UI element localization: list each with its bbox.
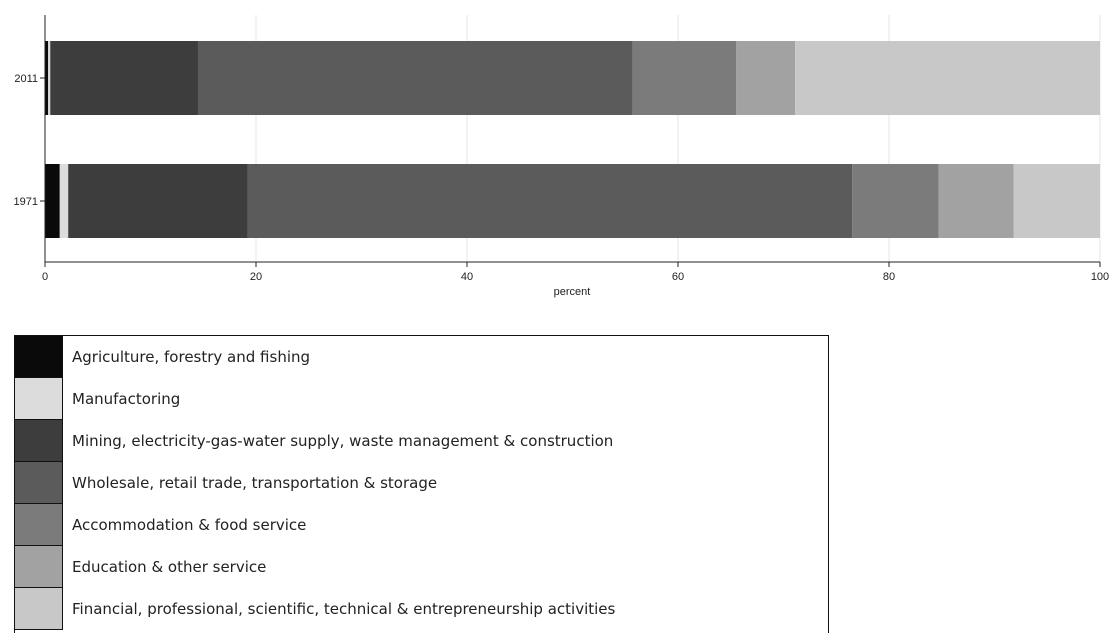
- legend-swatch: [15, 546, 63, 588]
- legend-swatch: [15, 336, 63, 378]
- bar-segment: [68, 164, 248, 238]
- legend-swatch: [15, 462, 63, 504]
- bar-segment: [795, 41, 1100, 115]
- legend-label: Financial, professional, scientific, tec…: [72, 600, 616, 618]
- y-tick-label: 2011: [14, 73, 38, 85]
- legend-label: Accommodation & food service: [72, 516, 307, 534]
- x-tick-label: 100: [1091, 271, 1109, 283]
- stacked-bar-chart: 2011 1971 0 20 40 60 80 100 percent: [14, 15, 1109, 298]
- legend-item: Wholesale, retail trade, transportation …: [15, 462, 828, 504]
- legend-item: Financial, professional, scientific, tec…: [15, 588, 828, 630]
- bar-segment: [938, 164, 1014, 238]
- x-tick-label: 60: [672, 271, 684, 283]
- bar-segment: [852, 164, 939, 238]
- legend-swatch: [15, 588, 63, 630]
- legend-item: Manufactoring: [15, 378, 828, 420]
- legend-label: Mining, electricity-gas-water supply, wa…: [72, 432, 614, 450]
- bar-segment: [45, 164, 60, 238]
- y-tick-label: 1971: [14, 196, 38, 208]
- x-tick-label: 20: [250, 271, 262, 283]
- legend-label: Agriculture, forestry and fishing: [72, 348, 311, 366]
- legend-item: Accommodation & food service: [15, 504, 828, 546]
- bar-segment: [48, 41, 51, 115]
- bars-layer: [45, 41, 1100, 238]
- legend-item: Mining, electricity-gas-water supply, wa…: [15, 420, 828, 462]
- legend-swatch: [15, 378, 63, 420]
- legend-label: Wholesale, retail trade, transportation …: [72, 474, 438, 492]
- legend-item: Agriculture, forestry and fishing: [15, 336, 828, 378]
- bar-segment: [45, 41, 49, 115]
- legend-swatch: [15, 420, 63, 462]
- legend-label: Manufactoring: [72, 390, 181, 408]
- bar-segment: [1013, 164, 1100, 238]
- bar-segment: [59, 164, 69, 238]
- legend-item: Education & other service: [15, 546, 828, 588]
- legend-label: Education & other service: [72, 558, 267, 576]
- bar-segment: [247, 164, 853, 238]
- x-axis-title: percent: [554, 286, 591, 298]
- bar-segment: [197, 41, 633, 115]
- x-tick-label: 40: [461, 271, 473, 283]
- axes-layer: 2011 1971 0 20 40 60 80 100: [14, 15, 1109, 283]
- x-tick-label: 80: [883, 271, 895, 283]
- bar-segment: [736, 41, 796, 115]
- x-tick-label: 0: [42, 271, 48, 283]
- bar-segment: [50, 41, 198, 115]
- legend-swatch: [15, 504, 63, 546]
- bar-segment: [632, 41, 737, 115]
- chart-legend: Agriculture, forestry and fishing Manufac…: [14, 335, 829, 633]
